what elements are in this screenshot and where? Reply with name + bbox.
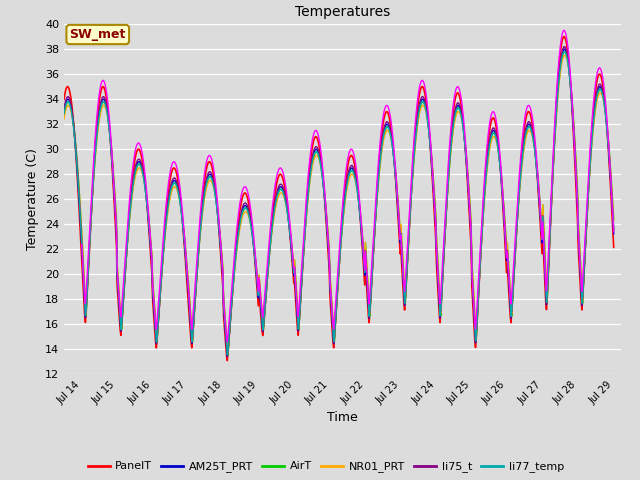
AM25T_PRT	[610, 231, 618, 237]
sonicT	[476, 263, 483, 269]
NR01_PRT	[476, 264, 484, 269]
sonicT	[566, 59, 573, 65]
Line: AM25T_PRT: AM25T_PRT	[64, 49, 614, 357]
li77_temp	[228, 298, 236, 303]
li77_temp	[567, 87, 575, 93]
AirT	[60, 113, 68, 119]
li75_t	[476, 260, 484, 266]
AirT	[180, 226, 188, 231]
PanelT	[476, 264, 484, 270]
NR01_PRT	[610, 217, 618, 223]
AM25T_PRT	[60, 109, 68, 115]
NR01_PRT	[561, 52, 569, 58]
AirT	[610, 217, 618, 223]
li75_t	[561, 44, 568, 49]
Line: li75_t: li75_t	[64, 47, 614, 356]
li77_temp	[610, 227, 618, 233]
AirT	[567, 82, 575, 88]
PanelT	[339, 213, 346, 218]
PanelT	[180, 234, 188, 240]
li77_temp	[561, 48, 568, 54]
li77_temp	[60, 111, 68, 117]
Line: sonicT: sonicT	[82, 30, 614, 342]
li75_t	[610, 226, 618, 232]
PanelT	[228, 299, 236, 305]
NR01_PRT	[180, 228, 188, 233]
sonicT	[610, 229, 618, 235]
Line: AirT: AirT	[64, 51, 614, 355]
li75_t	[60, 107, 68, 112]
X-axis label: Time: Time	[327, 411, 358, 424]
sonicT	[180, 223, 188, 229]
NR01_PRT	[60, 116, 68, 122]
sonicT	[584, 183, 592, 189]
NR01_PRT	[228, 300, 236, 305]
li77_temp	[223, 352, 231, 358]
AirT	[586, 174, 593, 180]
Line: li77_temp: li77_temp	[64, 51, 614, 355]
AM25T_PRT	[561, 46, 568, 52]
sonicT	[227, 294, 235, 300]
AM25T_PRT	[223, 354, 231, 360]
AirT	[561, 48, 569, 54]
li75_t	[228, 297, 236, 302]
NR01_PRT	[224, 349, 232, 355]
AirT	[339, 221, 346, 227]
PanelT	[561, 34, 568, 39]
PanelT	[223, 358, 231, 363]
NR01_PRT	[567, 85, 575, 91]
PanelT	[60, 96, 68, 102]
Title: Temperatures: Temperatures	[295, 5, 390, 19]
Y-axis label: Temperature (C): Temperature (C)	[26, 148, 39, 250]
li75_t	[567, 84, 575, 89]
li75_t	[339, 216, 346, 222]
PanelT	[586, 169, 593, 175]
NR01_PRT	[586, 175, 593, 181]
PanelT	[610, 244, 618, 250]
AirT	[224, 352, 232, 358]
AM25T_PRT	[567, 87, 575, 93]
AM25T_PRT	[228, 300, 236, 306]
li77_temp	[339, 219, 346, 225]
Line: PanelT: PanelT	[64, 36, 614, 360]
AM25T_PRT	[339, 220, 346, 226]
AM25T_PRT	[180, 232, 188, 238]
li75_t	[586, 169, 593, 175]
li77_temp	[586, 172, 593, 178]
li77_temp	[476, 261, 484, 267]
NR01_PRT	[339, 223, 346, 228]
li75_t	[180, 228, 188, 234]
Line: NR01_PRT: NR01_PRT	[64, 55, 614, 352]
li77_temp	[180, 231, 188, 237]
Text: SW_met: SW_met	[70, 28, 126, 41]
AirT	[228, 300, 236, 305]
sonicT	[338, 212, 346, 217]
PanelT	[567, 87, 575, 93]
AM25T_PRT	[586, 174, 593, 180]
AirT	[476, 264, 484, 269]
AM25T_PRT	[476, 265, 484, 271]
li75_t	[223, 353, 231, 359]
